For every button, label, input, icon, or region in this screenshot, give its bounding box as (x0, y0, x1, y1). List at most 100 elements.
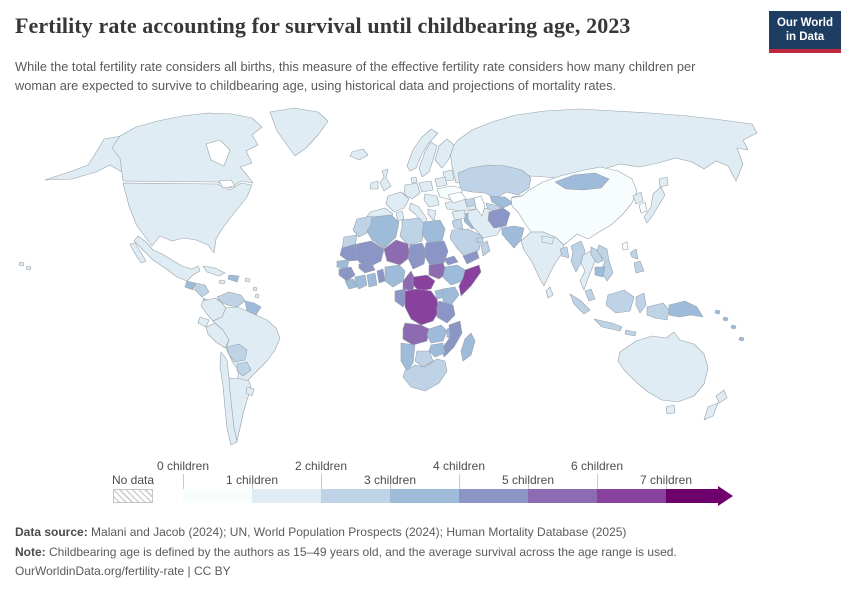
region-myanmar[interactable] (570, 240, 586, 273)
region-kenya[interactable] (442, 286, 460, 306)
region-honduras-nicaragua[interactable] (194, 282, 210, 298)
region-tunisia[interactable] (395, 210, 405, 222)
region-paraguay[interactable] (236, 361, 252, 377)
region-taiwan[interactable] (621, 241, 629, 251)
region-caribbean-islands[interactable] (218, 277, 260, 299)
legend-swatch-1-2[interactable] (252, 489, 321, 503)
region-nigeria[interactable] (384, 264, 406, 288)
region-haiti[interactable] (227, 274, 240, 283)
region-cuba[interactable] (202, 265, 226, 277)
region-pacific-islands[interactable] (714, 309, 745, 342)
region-sudan[interactable] (423, 240, 449, 266)
region-zambia[interactable] (426, 324, 448, 344)
region-mongolia[interactable] (554, 172, 610, 191)
region-cambodia[interactable] (594, 266, 606, 278)
region-ecuador[interactable] (197, 316, 210, 328)
region-mozambique[interactable] (441, 320, 463, 358)
region-namibia[interactable] (400, 342, 416, 372)
region-libya[interactable] (399, 217, 426, 246)
region-poland[interactable] (418, 180, 434, 193)
region-denmark[interactable] (410, 176, 418, 184)
region-israel-jordan[interactable] (451, 218, 464, 230)
region-gulf-states[interactable] (476, 237, 484, 244)
region-sweden[interactable] (418, 141, 438, 178)
region-madagascar[interactable] (460, 332, 476, 362)
region-guinea[interactable] (338, 266, 356, 282)
region-norway[interactable] (406, 128, 439, 172)
region-united-kingdom[interactable] (379, 168, 392, 192)
region-argentina[interactable] (228, 377, 252, 442)
region-benin-togo[interactable] (376, 268, 386, 284)
region-malaysia[interactable] (584, 288, 596, 302)
region-uruguay[interactable] (245, 386, 255, 397)
region-canada[interactable] (111, 112, 263, 189)
region-angola[interactable] (402, 322, 430, 346)
region-chad[interactable] (407, 242, 427, 270)
footer-url-link[interactable]: OurWorldinData.org/fertility-rate (15, 564, 185, 578)
region-guyana-suriname[interactable] (244, 300, 262, 316)
region-hawaii[interactable] (18, 261, 32, 271)
region-papua-new-guinea[interactable] (668, 300, 704, 318)
region-ireland[interactable] (369, 180, 379, 190)
region-mexico[interactable] (129, 235, 201, 282)
region-australia[interactable] (617, 331, 709, 415)
region-indonesia[interactable] (569, 289, 670, 337)
legend-swatch-7-plus[interactable] (666, 489, 718, 503)
region-central-europe[interactable] (403, 182, 421, 200)
region-bolivia[interactable] (226, 343, 248, 363)
region-belarus[interactable] (434, 176, 448, 188)
region-yemen[interactable] (462, 250, 480, 265)
region-central-african-republic[interactable] (412, 274, 436, 292)
region-south-africa[interactable] (402, 358, 448, 392)
region-ivory-coast[interactable] (354, 274, 368, 290)
region-south-korea[interactable] (638, 201, 648, 214)
region-somalia[interactable] (458, 264, 482, 297)
region-ghana[interactable] (366, 272, 378, 288)
region-sri-lanka[interactable] (545, 286, 554, 299)
region-oman[interactable] (480, 240, 491, 257)
region-burkina-faso[interactable] (358, 261, 376, 274)
region-venezuela[interactable] (216, 291, 246, 308)
owid-logo[interactable]: Our World in Data (769, 11, 841, 53)
region-egypt[interactable] (421, 219, 446, 244)
region-iceland[interactable] (349, 148, 369, 161)
legend-no-data-swatch[interactable] (113, 489, 153, 503)
region-greenland[interactable] (269, 107, 329, 157)
region-china[interactable] (510, 166, 638, 246)
legend-swatch-6-7[interactable] (597, 489, 666, 503)
legend-swatch-0-1[interactable] (183, 489, 252, 503)
region-eritrea[interactable] (443, 255, 459, 266)
region-syria-levant[interactable] (451, 209, 467, 221)
region-botswana[interactable] (414, 350, 434, 368)
region-guatemala[interactable] (184, 280, 196, 291)
region-bangladesh[interactable] (559, 246, 570, 259)
region-uzbekistan[interactable] (489, 195, 514, 209)
region-north-korea[interactable] (632, 191, 644, 205)
region-russia[interactable] (449, 108, 758, 184)
region-japan[interactable] (643, 176, 669, 224)
region-mali[interactable] (354, 240, 385, 268)
region-balkans[interactable] (423, 193, 440, 208)
legend-swatch-4-5[interactable] (459, 489, 528, 503)
region-tanzania[interactable] (436, 300, 456, 324)
region-vietnam[interactable] (596, 244, 614, 282)
region-finland[interactable] (434, 138, 455, 169)
region-democratic-republic-of-congo[interactable] (404, 288, 440, 326)
region-kazakhstan[interactable] (457, 164, 532, 199)
region-alaska[interactable] (44, 135, 123, 181)
region-zimbabwe[interactable] (428, 342, 446, 358)
region-algeria[interactable] (366, 214, 400, 249)
region-new-zealand[interactable] (703, 389, 728, 421)
legend-swatch-3-4[interactable] (390, 489, 459, 503)
region-sierra-leone-liberia[interactable] (344, 278, 358, 290)
legend-swatch-5-6[interactable] (528, 489, 597, 503)
legend-swatch-2-3[interactable] (321, 489, 390, 503)
region-greece[interactable] (427, 208, 437, 222)
region-pakistan[interactable] (501, 225, 525, 249)
region-philippines[interactable] (629, 248, 645, 274)
region-usa[interactable] (122, 182, 253, 254)
region-afghanistan[interactable] (487, 207, 511, 229)
region-nepal[interactable] (541, 235, 555, 245)
footer-license-link[interactable]: CC BY (193, 564, 231, 578)
region-india[interactable] (520, 231, 565, 287)
